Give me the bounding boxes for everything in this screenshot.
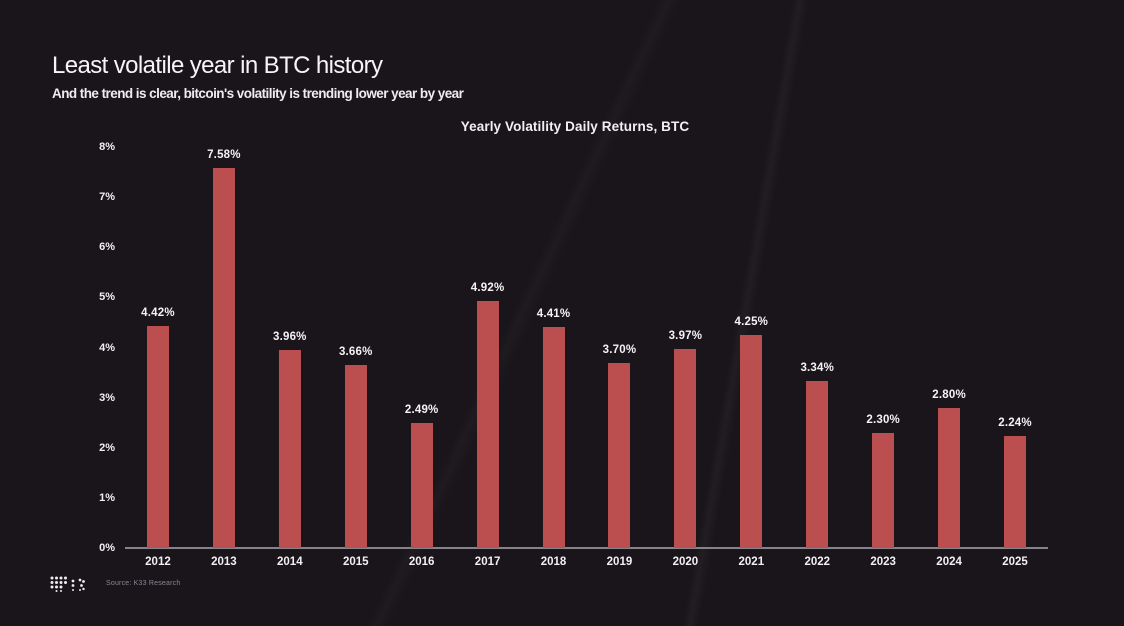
bar-2021 bbox=[740, 334, 763, 548]
bar-value-label-2014: 3.96% bbox=[273, 330, 307, 343]
y-axis-tick-0%: 0% bbox=[99, 542, 115, 554]
x-axis-tick-2019: 2019 bbox=[606, 556, 633, 568]
bar-value-label-2023: 2.30% bbox=[866, 413, 900, 426]
footer: Source: K33 Research bbox=[50, 575, 180, 592]
bar-2012 bbox=[146, 326, 169, 548]
x-axis-tick-2015: 2015 bbox=[342, 556, 369, 568]
bar-2018 bbox=[542, 326, 565, 548]
y-axis-tick-7%: 7% bbox=[99, 191, 115, 204]
x-axis-tick-2017: 2017 bbox=[474, 556, 501, 568]
k33-logo-icon bbox=[50, 576, 85, 592]
x-axis-tick-2022: 2022 bbox=[804, 556, 831, 568]
bar-2019 bbox=[608, 362, 631, 548]
bar-value-label-2013: 7.58% bbox=[207, 149, 241, 162]
bar-value-label-2021: 4.25% bbox=[734, 315, 769, 328]
x-axis-tick-2012: 2012 bbox=[145, 556, 171, 568]
bar-2025 bbox=[1004, 435, 1027, 548]
bar-value-label-2018: 4.41% bbox=[536, 307, 571, 320]
x-axis-tick-2025: 2025 bbox=[1002, 556, 1028, 568]
bar-2016 bbox=[410, 423, 433, 548]
x-axis-tick-2013: 2013 bbox=[211, 556, 237, 568]
bar-2017 bbox=[476, 301, 499, 548]
x-axis-tick-2020: 2020 bbox=[672, 556, 699, 568]
bar-value-label-2024: 2.80% bbox=[932, 388, 966, 401]
bar-2024 bbox=[938, 407, 961, 548]
chart-title: Yearly Volatility Daily Returns, BTC bbox=[460, 119, 690, 134]
source-attribution: Source: K33 Research bbox=[106, 580, 181, 587]
y-axis-tick-3%: 3% bbox=[99, 391, 115, 404]
x-axis-line bbox=[125, 547, 1048, 549]
y-axis-tick-2%: 2% bbox=[99, 441, 115, 454]
bar-value-label-2012: 4.42% bbox=[141, 307, 175, 320]
bar-value-label-2017: 4.92% bbox=[470, 282, 505, 295]
y-axis-tick-4%: 4% bbox=[99, 341, 115, 354]
x-axis-tick-2021: 2021 bbox=[738, 556, 765, 568]
bar-2022 bbox=[806, 380, 829, 548]
y-axis-tick-6%: 6% bbox=[99, 241, 115, 254]
y-axis-tick-8%: 8% bbox=[99, 141, 115, 153]
x-axis-tick-2018: 2018 bbox=[540, 556, 567, 568]
bar-value-label-2019: 3.70% bbox=[602, 343, 637, 356]
x-axis-tick-2014: 2014 bbox=[277, 556, 303, 568]
bar-2020 bbox=[674, 349, 697, 548]
bar-2023 bbox=[872, 432, 895, 548]
bar-2015 bbox=[344, 364, 367, 548]
bar-2014 bbox=[278, 349, 301, 548]
bar-2013 bbox=[212, 168, 235, 548]
y-axis-tick-1%: 1% bbox=[99, 491, 115, 504]
slide-subtitle: And the trend is clear, bitcoin's volati… bbox=[52, 86, 464, 101]
x-axis-tick-2016: 2016 bbox=[408, 556, 435, 568]
x-axis-tick-2023: 2023 bbox=[870, 556, 896, 568]
y-axis-tick-5%: 5% bbox=[99, 291, 115, 304]
bar-value-label-2015: 3.66% bbox=[338, 345, 373, 358]
bar-value-label-2016: 2.49% bbox=[404, 404, 439, 417]
slide-title: Least volatile year in BTC history bbox=[52, 52, 383, 79]
x-axis-tick-2024: 2024 bbox=[936, 556, 962, 568]
bar-chart-plot-area: 0% 1% 2% 3% 4% 5% 6% 7% 8% 4.42% 2012 7.58% 2013 3.96… bbox=[99, 141, 1048, 568]
bar-value-label-2022: 3.34% bbox=[800, 361, 835, 374]
bar-value-label-2025: 2.24% bbox=[998, 416, 1032, 429]
bar-value-label-2020: 3.97% bbox=[668, 330, 703, 342]
